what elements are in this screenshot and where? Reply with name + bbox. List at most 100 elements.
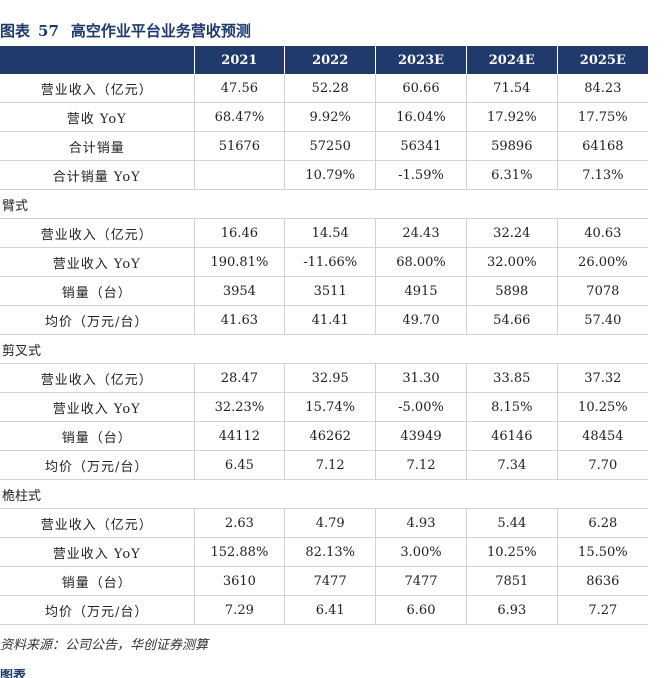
table-row: 合计销量 YoY 10.79% -1.59% 6.31% 7.13% [0, 160, 648, 190]
table-cell: 3954 [194, 276, 286, 306]
table-cell: 48454 [557, 421, 648, 451]
row-label: 营收 YoY [0, 102, 195, 132]
table-cell: 64168 [557, 131, 648, 161]
table-cell: 7.29 [194, 595, 286, 625]
table-cell: 51676 [194, 131, 286, 161]
table-cell: 6.31% [466, 160, 558, 190]
table-row: 营收 YoY 68.47% 9.92% 16.04% 17.92% 17.75% [0, 102, 648, 132]
table-cell: 6.28 [557, 508, 648, 538]
table-cell: 31.30 [375, 363, 467, 393]
table-cell: 44112 [194, 421, 286, 451]
table-row: 合计销量 51676 57250 56341 59896 64168 [0, 131, 648, 161]
table-cell: 17.75% [557, 102, 648, 132]
table-row: 均价（万元/台） 41.63 41.41 49.70 54.66 57.40 [0, 305, 648, 335]
next-heading: 图表 58 [0, 669, 27, 678]
table-cell: -1.59% [375, 160, 467, 190]
row-label: 营业收入（亿元） [0, 363, 195, 393]
table-row: 销量（台） 44112 46262 43949 46146 48454 [0, 421, 648, 451]
table-cell: 49.70 [375, 305, 467, 335]
row-label: 均价（万元/台） [0, 450, 195, 480]
row-label: 营业收入 YoY [0, 392, 195, 422]
table-cell: 3.00% [375, 537, 467, 567]
table-row: 均价（万元/台） 7.29 6.41 6.60 6.93 7.27 [0, 595, 648, 625]
table-body: 营业收入（亿元） 47.56 52.28 60.66 71.54 84.23 营收 YoY 6… [0, 74, 648, 625]
row-label: 营业收入（亿元） [0, 508, 195, 538]
title-text: 高空作业平台业务营收预测 [70, 22, 251, 40]
table-row: 营业收入 YoY 32.23% 15.74% -5.00% 8.15% 10.25% [0, 392, 648, 422]
table-cell: 15.74% [284, 392, 377, 422]
table-cell: 7477 [284, 566, 377, 596]
table-cell: 7078 [557, 276, 648, 306]
title-number: 57 [38, 22, 59, 40]
table-cell: 4.79 [284, 508, 377, 538]
table-cell: 71.54 [466, 74, 558, 103]
table-cell: 59896 [466, 131, 558, 161]
table-cell: 8.15% [466, 392, 558, 422]
section-row: 臂式 [0, 189, 648, 219]
table-cell: 152.88% [194, 537, 286, 567]
table-cell: 54.66 [466, 305, 558, 335]
table-cell: 57250 [284, 131, 377, 161]
column-header [0, 46, 195, 74]
table-cell: 6.41 [284, 595, 377, 625]
table-row: 营业收入（亿元） 16.46 14.54 24.43 32.24 40.63 [0, 218, 648, 248]
table-cell [194, 160, 286, 190]
section-label: 桅柱式 [0, 479, 648, 509]
table-row: 营业收入 YoY 190.81% -11.66% 68.00% 32.00% 26.00% [0, 247, 648, 277]
table-cell: 56341 [375, 131, 467, 161]
table-cell: 41.41 [284, 305, 377, 335]
table-header-row: 2021 2022 2023E 2024E 2025E [0, 46, 648, 74]
table-cell: 2.63 [194, 508, 286, 538]
column-header: 2022 [284, 46, 377, 74]
table-cell: 15.50% [557, 537, 648, 567]
table-cell: 7.34 [466, 450, 558, 480]
row-label: 合计销量 YoY [0, 160, 195, 190]
section-row: 桅柱式 [0, 479, 648, 509]
table-cell: 6.93 [466, 595, 558, 625]
table-cell: 7477 [375, 566, 467, 596]
next-heading-cut: 图表 58 [0, 669, 40, 678]
table-cell: -11.66% [284, 247, 377, 277]
row-label: 均价（万元/台） [0, 595, 195, 625]
forecast-table: 2021 2022 2023E 2024E 2025E 营业收入（亿元） 47.5… [0, 46, 648, 625]
table-cell: 5898 [466, 276, 558, 306]
table-cell: 10.25% [557, 392, 648, 422]
table-cell: 10.79% [284, 160, 377, 190]
row-label: 均价（万元/台） [0, 305, 195, 335]
source-note: 资料来源：公司公告，华创证券测算 [0, 638, 209, 653]
section-label: 剪叉式 [0, 334, 648, 364]
column-header: 2023E [375, 46, 467, 74]
table-row: 营业收入 YoY 152.88% 82.13% 3.00% 10.25% 15.50% [0, 537, 648, 567]
table-cell: 7851 [466, 566, 558, 596]
row-label: 营业收入（亿元） [0, 218, 195, 248]
section-label: 臂式 [0, 189, 648, 219]
table-cell: 57.40 [557, 305, 648, 335]
table-cell: 190.81% [194, 247, 286, 277]
table-cell: 68.00% [375, 247, 467, 277]
column-header: 2025E [557, 46, 648, 74]
row-label: 销量（台） [0, 276, 195, 306]
table-cell: -5.00% [375, 392, 467, 422]
table-row: 营业收入（亿元） 2.63 4.79 4.93 5.44 6.28 [0, 508, 648, 538]
column-header: 2024E [466, 46, 558, 74]
table-cell: 5.44 [466, 508, 558, 538]
table-cell: 7.12 [284, 450, 377, 480]
table-cell: 4915 [375, 276, 467, 306]
table-cell: 17.92% [466, 102, 558, 132]
table-cell: 10.25% [466, 537, 558, 567]
table-cell: 84.23 [557, 74, 648, 103]
table-row: 营业收入（亿元） 28.47 32.95 31.30 33.85 37.32 [0, 363, 648, 393]
table-cell: 82.13% [284, 537, 377, 567]
table-cell: 7.12 [375, 450, 467, 480]
row-label: 销量（台） [0, 421, 195, 451]
section-row: 剪叉式 [0, 334, 648, 364]
title-label: 图表 [0, 22, 31, 40]
row-label: 合计销量 [0, 131, 195, 161]
table-row: 销量（台） 3954 3511 4915 5898 7078 [0, 276, 648, 306]
table-title: 图表 57 高空作业平台业务营收预测 [0, 18, 251, 44]
table-row: 营业收入（亿元） 47.56 52.28 60.66 71.54 84.23 [0, 74, 648, 103]
table-cell: 7.27 [557, 595, 648, 625]
table-cell: 6.45 [194, 450, 286, 480]
table-cell: 41.63 [194, 305, 286, 335]
table-cell: 16.04% [375, 102, 467, 132]
